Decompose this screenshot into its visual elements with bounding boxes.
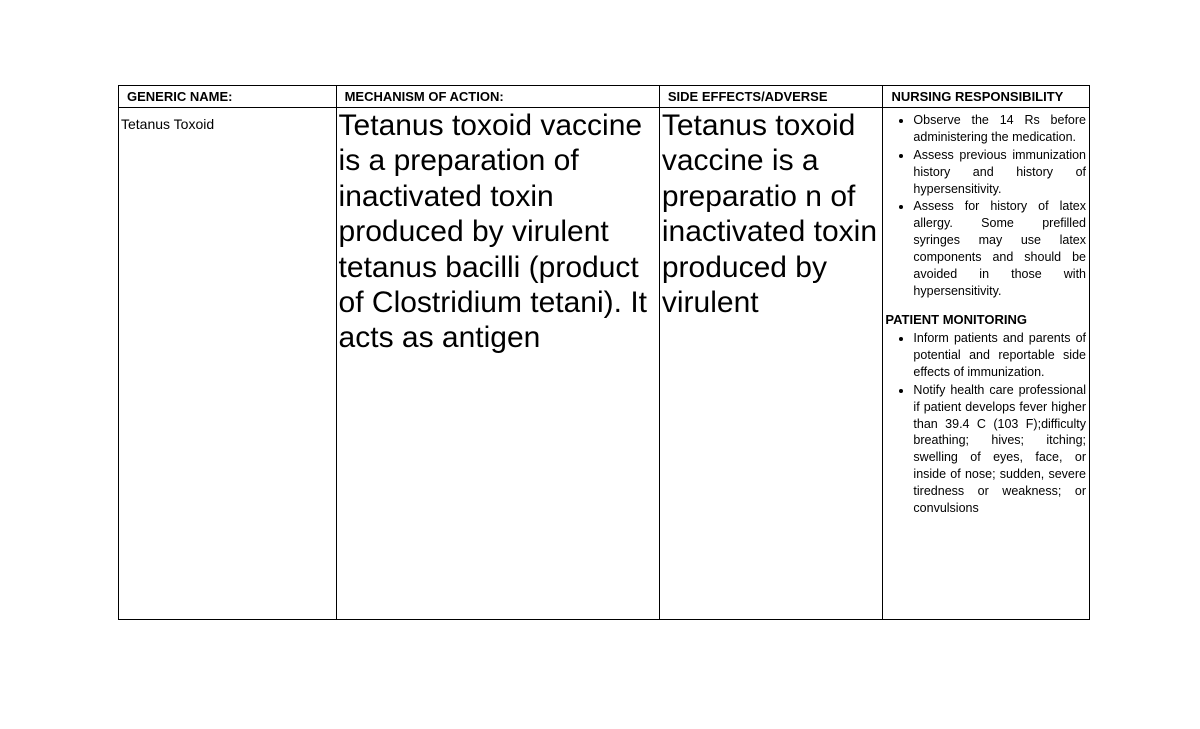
cell-nursing-responsibility: Observe the 14 Rs before administering t… <box>883 107 1089 620</box>
header-nursing-responsibility: NURSING RESPONSIBILITY <box>883 85 1089 107</box>
nursing-list-a: Observe the 14 Rs before administering t… <box>883 112 1089 300</box>
nursing-bullet: Assess for history of latex allergy. Som… <box>913 198 1087 299</box>
table-body-row: Tetanus Toxoid Tetanus toxoid vaccine is… <box>119 107 1089 620</box>
mechanism-text: Tetanus toxoid vaccine is a preparation … <box>337 108 659 356</box>
nursing-list-b: Inform patients and parents of potential… <box>883 330 1089 517</box>
nursing-bullet: Assess previous immunization history and… <box>913 147 1087 198</box>
header-mechanism: MECHANISM OF ACTION: <box>337 85 660 107</box>
cell-mechanism: Tetanus toxoid vaccine is a preparation … <box>337 107 660 620</box>
header-side-effects: SIDE EFFECTS/ADVERSE <box>660 85 884 107</box>
side-effects-text: Tetanus toxoid vaccine is a preparatio n… <box>660 108 883 320</box>
nursing-bullet: Observe the 14 Rs before administering t… <box>913 112 1087 146</box>
nursing-bullet: Inform patients and parents of potential… <box>913 330 1087 381</box>
generic-name-value: Tetanus Toxoid <box>119 108 336 132</box>
patient-monitoring-heading: PATIENT MONITORING <box>883 301 1089 331</box>
cell-generic-name: Tetanus Toxoid <box>119 107 337 620</box>
drug-info-table: GENERIC NAME: MECHANISM OF ACTION: SIDE … <box>118 85 1090 620</box>
nursing-bullet: Notify health care professional if patie… <box>913 382 1087 517</box>
table-header-row: GENERIC NAME: MECHANISM OF ACTION: SIDE … <box>119 85 1089 107</box>
header-generic-name: GENERIC NAME: <box>119 85 337 107</box>
cell-side-effects: Tetanus toxoid vaccine is a preparatio n… <box>660 107 884 620</box>
